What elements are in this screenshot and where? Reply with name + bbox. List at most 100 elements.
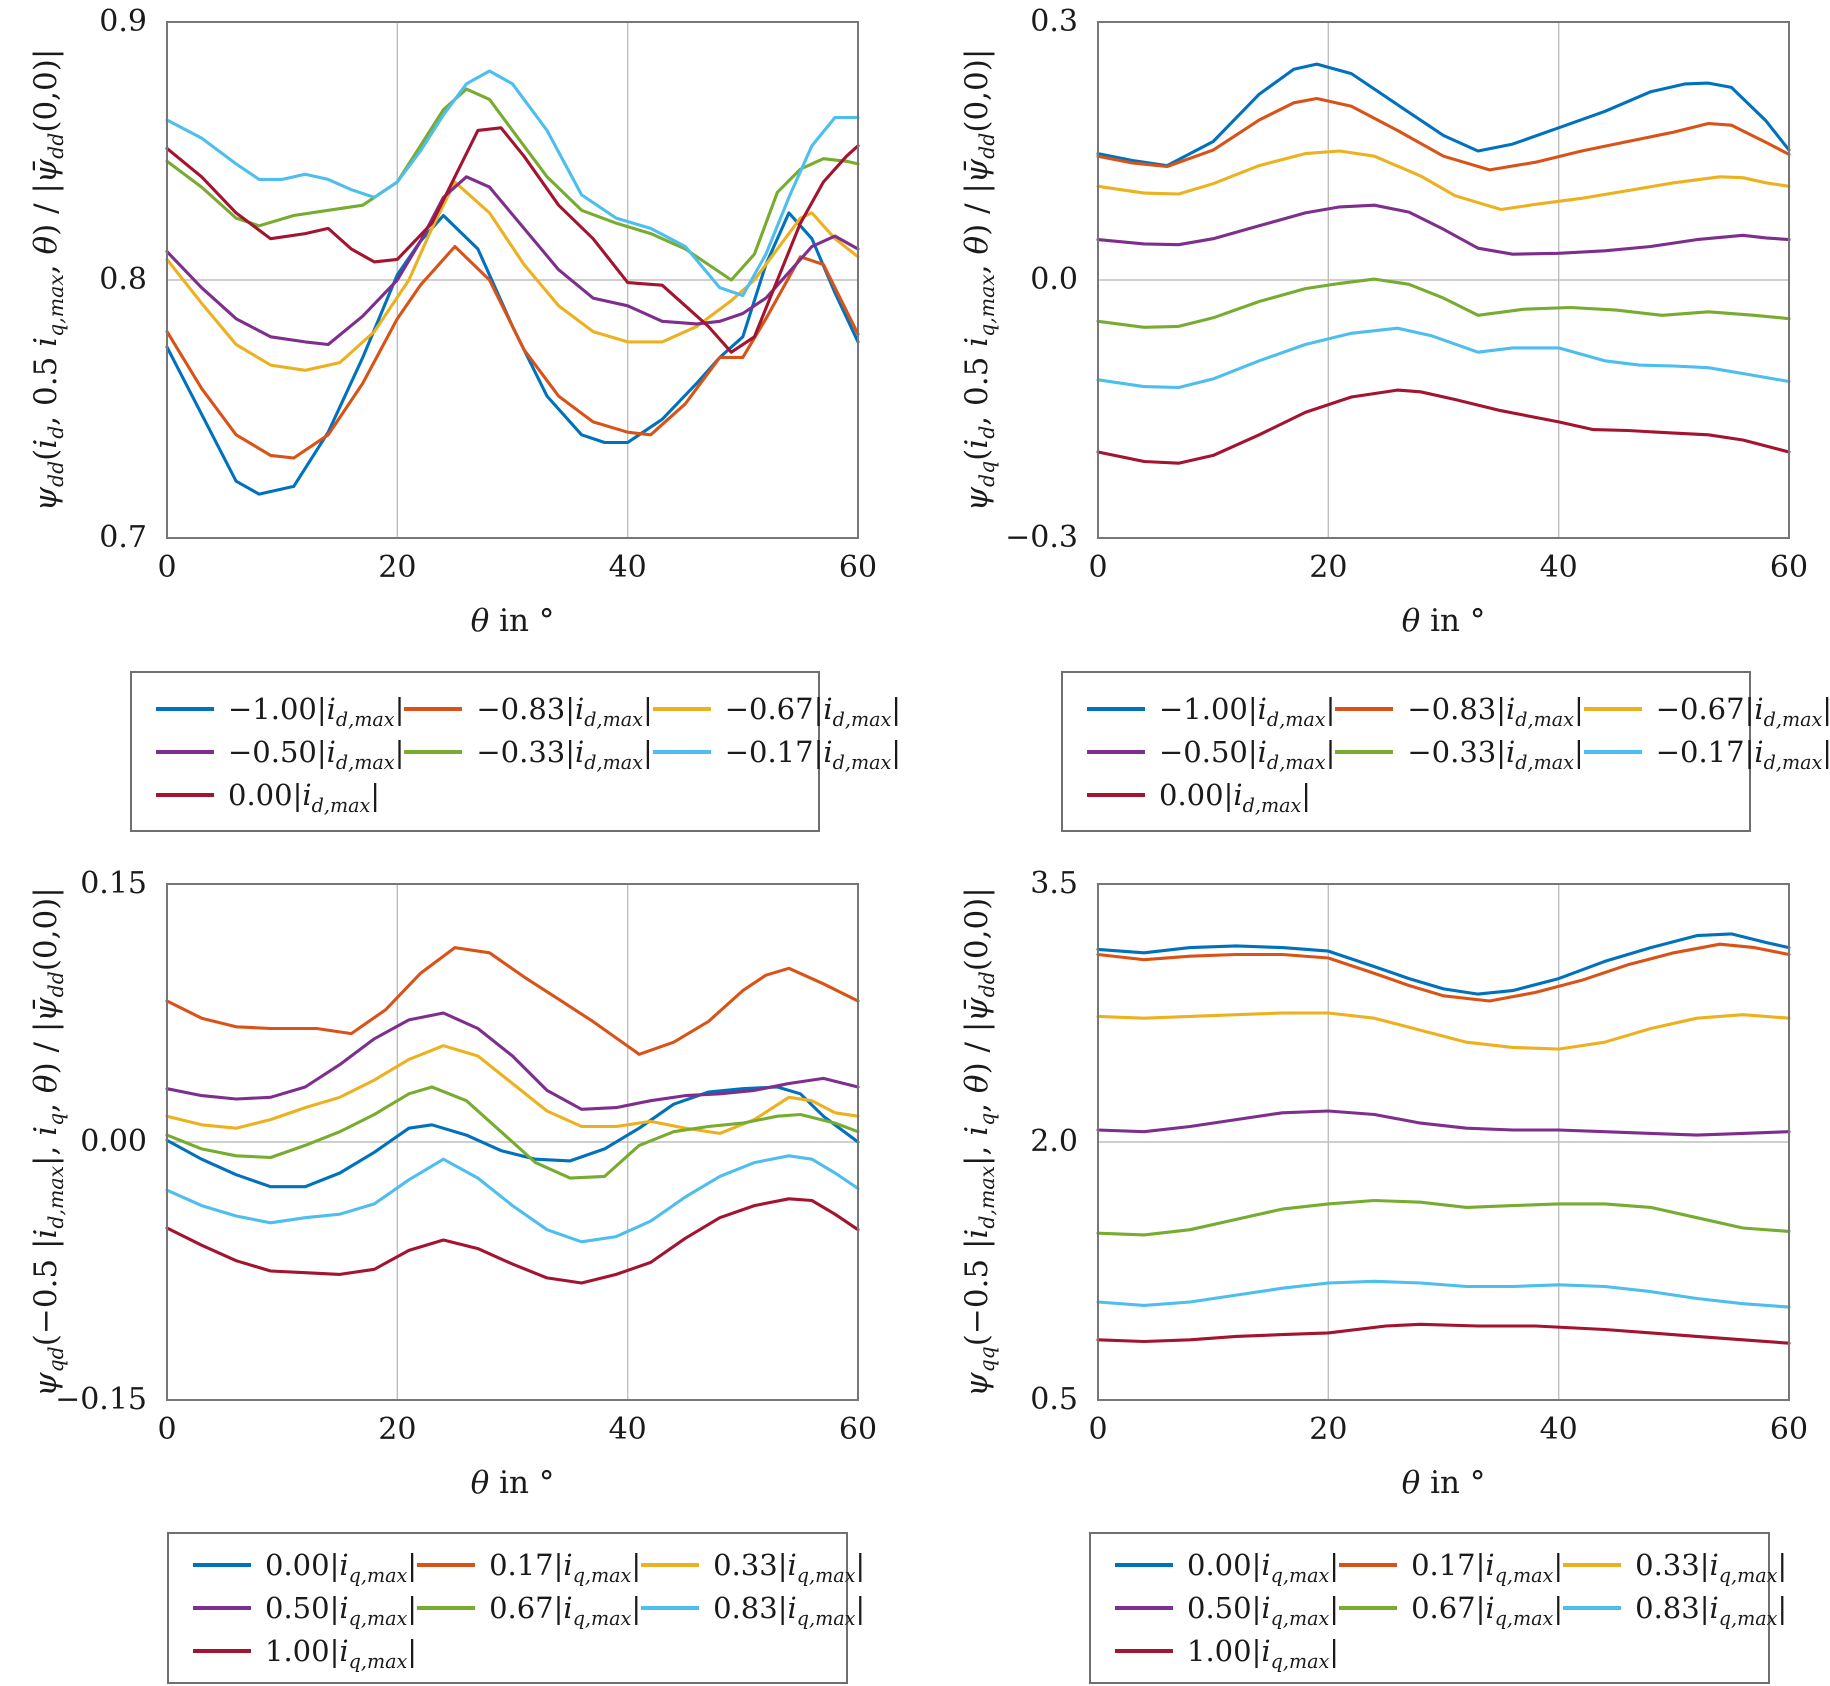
- legend-item-label: 0.00|id,max|: [228, 777, 381, 817]
- series-line-0: [1096, 62, 1791, 168]
- legend: 0.00|iq,max| 0.17|iq,max| 0.33|iq,max| 0.50…: [167, 1532, 865, 1684]
- series-line-4: [165, 1085, 860, 1180]
- legend-item: 0.33|iq,max|: [1563, 1548, 1788, 1587]
- series-line-3: [1096, 1109, 1791, 1137]
- series-line-4: [1096, 1198, 1791, 1237]
- legend-line-swatch: [1335, 706, 1394, 711]
- legend-line-swatch: [417, 1563, 476, 1567]
- legend-item-label: 0.67|iq,max|: [1411, 1591, 1564, 1630]
- x-tick-label: 20: [378, 1412, 417, 1447]
- legend-line-swatch: [1583, 706, 1642, 711]
- legend-line-swatch: [652, 749, 711, 754]
- legend-item: 0.00|iq,max|: [193, 1548, 417, 1585]
- legend-item-label: 1.00|iq,max|: [265, 1634, 418, 1673]
- x-axis-label: θ in °: [470, 603, 555, 639]
- legend-line-swatch: [1563, 1606, 1622, 1610]
- legend-item-label: 0.33|iq,max|: [1635, 1548, 1788, 1587]
- y-axis-label-text: ψdq(id, 0.5 iq,max, θ) / |ψ̄dd(0,0)|: [959, 48, 1000, 512]
- legend-line-swatch: [417, 1606, 476, 1610]
- legend-item-label: −0.67|id,max|: [1655, 691, 1830, 731]
- legend-item-label: 0.17|iq,max|: [489, 1548, 642, 1587]
- plot-frame: [166, 883, 859, 1401]
- legend: 0.00|iq,max| 0.17|iq,max| 0.33|iq,max| 0.50…: [1089, 1532, 1787, 1684]
- y-tick-label: 0.9: [99, 4, 147, 39]
- plot-frame: [1097, 21, 1790, 539]
- x-tick-label: 60: [1769, 550, 1809, 585]
- series-line-1: [165, 946, 860, 1056]
- legend-line-swatch: [641, 1563, 700, 1567]
- legend-line-swatch: [1335, 749, 1394, 754]
- x-axis-label: θ in °: [1401, 603, 1486, 639]
- series-line-0: [165, 1085, 860, 1189]
- legend-item: −0.67|id,max|: [1583, 691, 1830, 731]
- legend-item: −0.17|id,max|: [1583, 735, 1830, 771]
- legend-item-label: −0.67|id,max|: [724, 691, 902, 731]
- y-axis-label-text: ψqq(−0.5 |id,max|, iq, θ) / |ψ̄dd(0,0)|: [959, 887, 1000, 1397]
- legend-item: −1.00|id,max|: [1087, 691, 1336, 731]
- legend: −1.00|id,max| −0.83|id,max| −0.67|id,max| −…: [1061, 671, 1830, 832]
- y-tick-label: 0.15: [80, 866, 147, 901]
- legend-item: −0.83|id,max|: [404, 691, 653, 731]
- legend-item: −0.67|id,max|: [652, 691, 902, 731]
- y-tick-label: 3.5: [1030, 866, 1078, 901]
- legend-item-label: −0.83|id,max|: [476, 691, 653, 731]
- legend-line-swatch: [193, 1649, 251, 1653]
- legend-item: 0.50|iq,max|: [193, 1591, 418, 1630]
- legend-item: −1.00|id,max|: [156, 691, 405, 731]
- legend-item-label: −0.50|id,max|: [1159, 734, 1336, 774]
- y-axis-label-text: ψdd(id, 0.5 iq,max, θ) / |ψ̄dd(0,0)|: [28, 48, 69, 512]
- legend-item-label: −0.33|id,max|: [1407, 734, 1584, 774]
- y-tick-label: 0.7: [99, 520, 147, 555]
- legend-line-swatch: [1583, 749, 1642, 754]
- series-line-2: [1096, 149, 1791, 212]
- x-tick-label: 0: [157, 550, 177, 585]
- y-axis-label-text: ψqd(−0.5 |id,max|, iq, θ) / |ψ̄dd(0,0)|: [28, 887, 69, 1397]
- x-axis-label: θ in °: [470, 1465, 555, 1501]
- x-tick-label: 40: [608, 1412, 647, 1447]
- legend-item-label: −1.00|id,max|: [1159, 691, 1336, 731]
- legend-item: 0.00|id,max|: [1087, 777, 1335, 817]
- legend-line-swatch: [1087, 706, 1145, 711]
- legend-item-label: 0.50|iq,max|: [265, 1591, 418, 1630]
- legend-item: 1.00|iq,max|: [1115, 1634, 1340, 1673]
- legend-item: 0.67|iq,max|: [1339, 1591, 1564, 1630]
- legend-line-swatch: [1339, 1563, 1398, 1567]
- series-line-3: [165, 1011, 860, 1111]
- legend-item-label: 0.17|iq,max|: [1411, 1548, 1564, 1587]
- legend-item: −0.50|id,max|: [1087, 734, 1336, 774]
- x-tick-label: 20: [1309, 550, 1348, 585]
- legend-line-swatch: [156, 749, 214, 754]
- y-tick-label: −0.3: [1005, 520, 1078, 555]
- legend-item-label: 0.00|iq,max|: [1187, 1548, 1340, 1587]
- legend-item-label: 1.00|iq,max|: [1187, 1634, 1340, 1673]
- legend-line-swatch: [193, 1563, 251, 1567]
- legend-item: −0.33|id,max|: [404, 735, 653, 771]
- series-line-4: [165, 87, 860, 282]
- legend-item-label: 0.00|id,max|: [1159, 777, 1312, 817]
- series-line-6: [1096, 388, 1791, 465]
- legend-item: 0.33|iq,max|: [641, 1548, 865, 1585]
- x-axis-label: θ in °: [1401, 1465, 1486, 1501]
- legend-item: 0.00|iq,max|: [1115, 1548, 1340, 1587]
- legend-item-label: 0.83|iq,max|: [1635, 1591, 1788, 1630]
- plot-frame: [166, 21, 859, 539]
- legend-line-swatch: [1563, 1563, 1622, 1567]
- legend-item-label: 0.83|iq,max|: [713, 1591, 866, 1630]
- legend-item: −0.83|id,max|: [1335, 692, 1584, 728]
- x-tick-label: 20: [1309, 1412, 1348, 1447]
- series-line-1: [165, 244, 860, 460]
- x-tick-label: 20: [378, 550, 417, 585]
- legend-line-swatch: [193, 1606, 251, 1610]
- legend-item: −0.33|id,max|: [1335, 734, 1584, 774]
- y-tick-label: 0.8: [99, 262, 147, 297]
- x-tick-label: 40: [1539, 1412, 1578, 1447]
- legend-line-swatch: [404, 706, 463, 711]
- series-line-2: [165, 180, 860, 372]
- y-tick-label: 0.3: [1030, 4, 1078, 39]
- x-tick-label: 40: [1539, 550, 1578, 585]
- legend-item-label: −0.17|id,max|: [724, 734, 902, 774]
- legend-item: 0.17|iq,max|: [417, 1548, 642, 1587]
- legend-item-label: −1.00|id,max|: [228, 691, 405, 731]
- series-line-2: [1096, 1011, 1791, 1051]
- legend-item: −0.17|id,max|: [652, 734, 902, 774]
